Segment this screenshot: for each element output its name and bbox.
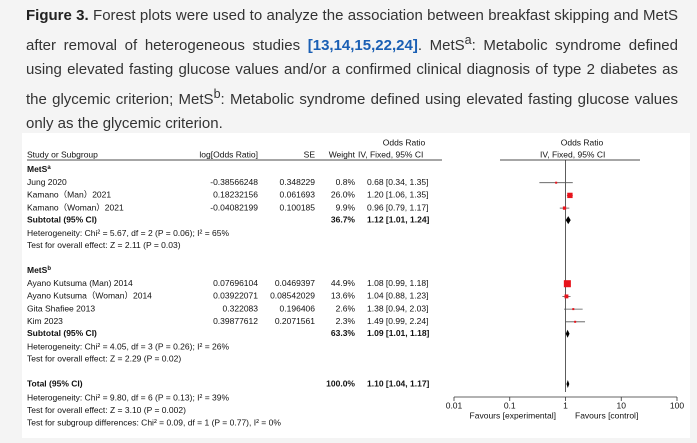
study-square (567, 192, 573, 199)
column-header: Study or Subgroup (27, 149, 98, 159)
total-note: Test for overall effect: Z = 3.10 (P = 0… (27, 405, 186, 415)
weight: 44.9% (331, 278, 356, 288)
se: 0.196406 (280, 303, 316, 313)
caption-text: . MetS (417, 37, 465, 54)
x-tick-label: 100 (670, 400, 684, 410)
log-or: 0.18232156 (213, 190, 258, 200)
group-title-text: MetS (27, 164, 48, 174)
odds-ratio: 1.20 [1.06, 1.35] (367, 190, 428, 200)
total-note: Test for subgroup differences: Chi² = 0.… (27, 417, 281, 427)
se: 0.348229 (280, 177, 316, 187)
favours-right: Favours [control] (575, 410, 638, 420)
figure-panel (22, 133, 690, 438)
odds-ratio: 1.38 [0.94, 2.03] (367, 303, 428, 313)
group-title-text: MetS (27, 265, 48, 275)
column-header: Odds Ratio (383, 137, 426, 147)
group-title: MetSb (27, 265, 51, 275)
group-title: MetSa (27, 164, 51, 174)
study-name: Kamano（Man）2021 (27, 190, 111, 200)
overall-effect: Test for overall effect: Z = 2.11 (P = 0… (27, 240, 181, 250)
pooled-diamond (565, 329, 570, 338)
study-square (562, 206, 567, 210)
subtotal-label: Subtotal (95% CI) (27, 214, 97, 224)
se: 0.0469397 (275, 278, 315, 288)
total-or: 1.10 [1.04, 1.17] (367, 378, 430, 388)
group-title-sup: b (47, 266, 51, 272)
study-name: Jung 2020 (27, 177, 67, 187)
overall-effect: Test for overall effect: Z = 2.29 (P = 0… (27, 354, 181, 364)
column-header: IV, Fixed, 95% CI (358, 149, 423, 159)
caption: Figure 3. Forest plots were used to anal… (26, 4, 678, 136)
se: 0.08542029 (270, 291, 315, 301)
weight: 13.6% (331, 291, 356, 301)
column-header: Odds Ratio (561, 137, 604, 147)
weight: 0.8% (336, 177, 356, 187)
se: 0.100185 (280, 202, 316, 212)
caption-label: Figure 3. (26, 7, 89, 24)
total-label: Total (95% CI) (27, 378, 83, 388)
weight: 26.0% (331, 190, 356, 200)
odds-ratio: 1.49 [0.99, 2.24] (367, 316, 428, 326)
log-or: 0.322083 (223, 303, 259, 313)
pooled-diamond (565, 216, 571, 225)
study-name: Ayano Kutsuma（Woman）2014 (27, 291, 152, 301)
study-square (563, 280, 571, 288)
heterogeneity: Heterogeneity: Chi² = 4.05, df = 3 (P = … (27, 342, 230, 352)
weight: 9.9% (336, 202, 356, 212)
caption-text: : Metabolic syndrome defined using eleva… (26, 91, 678, 132)
caption-sup: a (464, 33, 472, 47)
x-tick-label: 1 (563, 400, 568, 410)
log-or: -0.04082199 (210, 202, 258, 212)
total-note: Heterogeneity: Chi² = 9.80, df = 6 (P = … (27, 392, 230, 402)
odds-ratio: 0.96 [0.79, 1.17] (367, 202, 428, 212)
study-name: Kim 2023 (27, 316, 63, 326)
pooled-diamond (566, 380, 570, 388)
study-name: Kamano（Woman）2021 (27, 202, 124, 212)
subtotal-or: 1.12 [1.01, 1.24] (367, 214, 430, 224)
heterogeneity: Heterogeneity: Chi² = 5.67, df = 2 (P = … (27, 228, 230, 238)
subtotal-or: 1.09 [1.01, 1.18] (367, 328, 430, 338)
study-name: Gita Shafiee 2013 (27, 303, 95, 313)
caption-sup: b (213, 87, 221, 101)
x-tick-label: 0.01 (446, 400, 463, 410)
favours-left: Favours [experimental] (470, 410, 556, 420)
x-tick-label: 10 (617, 400, 627, 410)
log-or: 0.03922071 (213, 291, 258, 301)
odds-ratio: 1.08 [0.99, 1.18] (367, 278, 428, 288)
caption-text: : Metabolic syndrome defined using eleva… (26, 37, 678, 108)
column-header: SE (304, 149, 316, 159)
odds-ratio: 1.04 [0.88, 1.23] (367, 291, 428, 301)
subtotal-weight: 63.3% (331, 328, 356, 338)
study-square (572, 308, 575, 311)
se: 0.061693 (280, 190, 316, 200)
weight: 2.3% (336, 316, 356, 326)
log-or: 0.07696104 (213, 278, 258, 288)
caption-refs: [13,14,15,22,24] (307, 37, 418, 54)
study-square (574, 320, 577, 323)
study-square (564, 294, 569, 299)
x-tick-label: 0.1 (504, 400, 516, 410)
weight: 2.6% (336, 303, 356, 313)
study-name: Ayano Kutsuma (Man) 2014 (27, 278, 133, 288)
caption-text: Forest plots were used to analyze the as… (26, 7, 679, 54)
subtotal-weight: 36.7% (331, 214, 356, 224)
log-or: 0.39877612 (213, 316, 258, 326)
column-header: IV, Fixed, 95% CI (540, 149, 605, 159)
study-square (555, 181, 558, 184)
odds-ratio: 0.68 [0.34, 1.35] (367, 177, 428, 187)
subtotal-label: Subtotal (95% CI) (27, 328, 97, 338)
column-header: Weight (329, 149, 356, 159)
column-header: log[Odds Ratio] (199, 149, 258, 159)
se: 0.2071561 (275, 316, 315, 326)
log-or: -0.38566248 (210, 177, 258, 187)
total-weight: 100.0% (326, 378, 355, 388)
group-title-sup: a (47, 165, 51, 171)
